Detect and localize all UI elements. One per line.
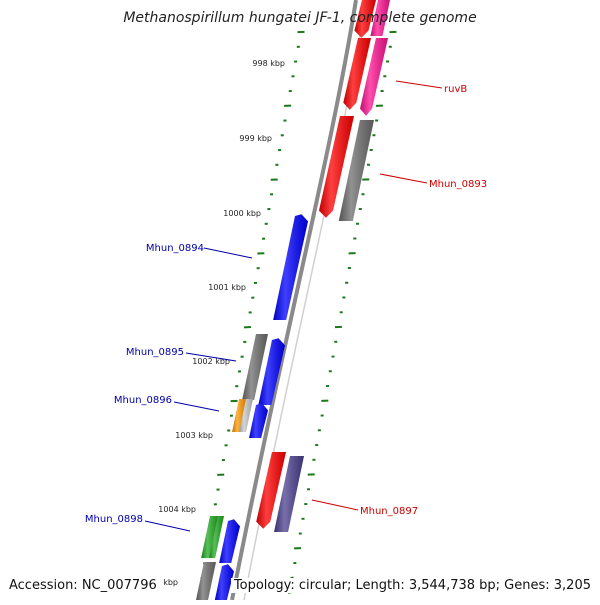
gene-label-mhun-0894: Mhun_0894	[146, 243, 204, 254]
gene-label-mhun-0895: Mhun_0895	[126, 347, 184, 358]
scale-label: 998 kbp	[252, 59, 285, 68]
gene-label-mhun-0897: Mhun_0897	[360, 506, 418, 517]
accession-text: Accession: NC_007796	[9, 578, 160, 593]
map-title: Methanospirillum hungatei JF-1, complete…	[0, 10, 600, 26]
backbone-outer	[232, 0, 356, 600]
leader-ruvB	[396, 81, 442, 88]
scale-label: 1004 kbp	[158, 505, 196, 514]
scale-label: 1002 kbp	[192, 357, 230, 366]
scale-label: 999 kbp	[239, 134, 272, 143]
topology-text: Topology: circular; Length: 3,544,738 bp…	[231, 578, 591, 593]
gene-gray-bottom-shade	[196, 562, 216, 600]
gene-blue-mhun-0898-shade	[219, 519, 240, 563]
leader-mhun-0894	[204, 248, 252, 258]
leader-mhun-0897	[312, 500, 358, 510]
leader-mhun-0896	[174, 402, 219, 411]
gene-gray-bottom[interactable]	[196, 562, 216, 600]
scale-label: 1000 kbp	[223, 209, 261, 218]
leader-mhun-0893	[380, 174, 427, 183]
gene-label-mhun-0896: Mhun_0896	[114, 395, 172, 406]
gene-label-mhun-0893: Mhun_0893	[429, 179, 487, 190]
leader-mhun-0898	[145, 521, 190, 531]
gene-label-mhun-0898: Mhun_0898	[85, 514, 143, 525]
scale-label: 1001 kbp	[208, 283, 246, 292]
scale-label: 1003 kbp	[175, 431, 213, 440]
gene-blue-mhun-0898[interactable]	[219, 519, 240, 563]
gene-label-ruvB: ruvB	[444, 84, 467, 95]
